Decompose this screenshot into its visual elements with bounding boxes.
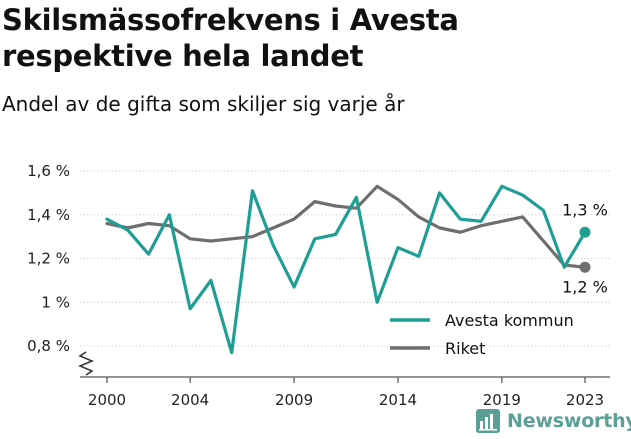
- end-value-label-riket: 1,2 %: [562, 277, 608, 296]
- axis-break-icon: [78, 351, 94, 376]
- end-value-label-avesta-kommun: 1,3 %: [562, 200, 608, 219]
- x-tick-label: 2014: [379, 391, 417, 409]
- legend-label-avesta-kommun: Avesta kommun: [445, 311, 574, 330]
- legend-label-riket: Riket: [445, 339, 485, 358]
- x-tick-label: 2023: [566, 391, 604, 409]
- series-line-avesta-kommun: [105, 184, 587, 355]
- brand-name: Newsworthy: [507, 410, 631, 432]
- chart-subtitle: Andel av de gifta som skiljer sig varje …: [2, 92, 405, 116]
- x-tick-label: 2019: [483, 391, 521, 409]
- y-tick-label: 1,4 %: [27, 206, 70, 224]
- x-tick-label: 2004: [171, 391, 209, 409]
- x-tick-label: 2009: [275, 391, 313, 409]
- y-tick-label: 1 %: [41, 293, 70, 311]
- y-tick-label: 1,6 %: [27, 162, 70, 180]
- end-point-avesta-kommun: [579, 226, 591, 238]
- x-tick-label: 2000: [88, 391, 126, 409]
- series-line-riket: [105, 184, 587, 269]
- newsworthy-bar-icon: [476, 409, 500, 433]
- end-point-riket: [579, 261, 591, 273]
- newsworthy-logo: Newsworthy: [475, 406, 631, 436]
- chart-title: Skilsmässofrekvens i Avesta respektive h…: [2, 3, 459, 73]
- y-tick-label: 0,8 %: [27, 337, 70, 355]
- y-tick-label: 1,2 %: [27, 250, 70, 268]
